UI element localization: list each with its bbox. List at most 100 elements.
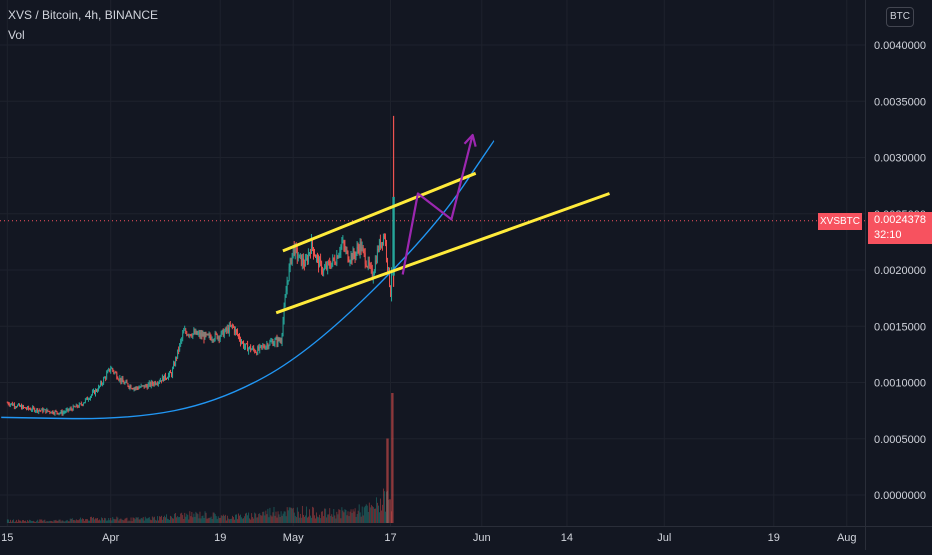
volume-bar [155, 520, 157, 523]
channel-upper-line[interactable] [282, 171, 477, 253]
candle-body [375, 260, 377, 263]
volume-bar [191, 511, 193, 523]
candle-body [252, 347, 254, 350]
candle-body [255, 352, 257, 353]
volume-bar [329, 508, 331, 523]
volume-bar [284, 511, 286, 523]
volume-bar [133, 518, 135, 523]
candle-body [14, 404, 15, 407]
volume-bar [117, 517, 119, 523]
volume-bar [77, 520, 79, 523]
volume-bar [129, 521, 131, 523]
candle-body [40, 410, 42, 412]
candle-body [253, 347, 255, 350]
candle-body [126, 381, 128, 384]
candle-body [302, 258, 304, 265]
candle-body [246, 343, 248, 345]
candle-body [331, 262, 333, 268]
last-price-value: 0.0024378 [874, 214, 926, 226]
candle-body [182, 333, 184, 339]
volume-bar [141, 518, 143, 523]
candle-body [180, 340, 182, 344]
candle-body [108, 368, 110, 371]
candle-body [360, 241, 362, 251]
volume-bar [371, 506, 373, 523]
candle-body [77, 406, 79, 408]
volume-bar [203, 518, 205, 523]
candle-body [355, 252, 357, 258]
volume-bar [357, 510, 359, 523]
volume-bar [262, 511, 264, 523]
candle-body [227, 327, 229, 333]
volume-bar [96, 518, 97, 523]
candle-body [310, 252, 311, 254]
candle-body [243, 342, 244, 348]
volume-bar [188, 519, 190, 523]
candle-body [41, 408, 43, 411]
volume-bar [302, 514, 304, 523]
candle-body [56, 411, 58, 413]
candle-body [101, 382, 103, 384]
candle-body [190, 334, 192, 336]
volume-bar [132, 517, 134, 523]
candle-body [52, 411, 54, 414]
volume-bar [222, 514, 224, 523]
volume-bar [277, 511, 279, 523]
candle-body [267, 344, 269, 348]
volume-bar [226, 515, 228, 523]
candle-body [154, 382, 156, 385]
currency-button[interactable]: BTC [886, 7, 914, 27]
candle-body [261, 345, 263, 347]
volume-bar [308, 516, 309, 523]
candle-body [349, 260, 351, 262]
candle-body [313, 247, 314, 255]
y-tick-label: 0.0010000 [874, 378, 926, 390]
candle-body [142, 385, 144, 387]
candle-body [48, 411, 50, 412]
candle-body [112, 368, 114, 371]
volume-bar [78, 519, 80, 523]
x-tick-label: 15 [1, 532, 13, 544]
volume-bar [81, 518, 83, 523]
candle-body [25, 407, 26, 409]
candle-body [366, 266, 368, 268]
x-tick-label: Jun [473, 532, 491, 544]
candle-body [315, 255, 316, 258]
symbol-price-tag: XVSBTC [818, 213, 862, 230]
projection-path[interactable] [401, 134, 474, 275]
candle-body [268, 345, 270, 348]
volume-bar [16, 519, 17, 523]
volume-bar [69, 518, 71, 523]
channel-lower-line[interactable] [275, 192, 611, 315]
candle-body [116, 372, 118, 379]
volume-bar [181, 512, 183, 523]
volume-bar [239, 515, 240, 523]
volume-bar [364, 505, 366, 523]
candle-body [168, 374, 169, 379]
candle-body [37, 408, 39, 412]
candle-body [221, 329, 223, 332]
candle-body [46, 409, 48, 413]
candle-body [96, 389, 97, 392]
volume-bar [266, 514, 268, 523]
candle-body [306, 258, 307, 260]
candle-body [194, 331, 196, 334]
candle-body [378, 248, 379, 251]
parabolic-curve[interactable] [1, 140, 495, 420]
volume-bar [369, 507, 371, 523]
volume-bar [87, 519, 88, 523]
candle-body [343, 241, 345, 246]
candle-body [275, 338, 277, 340]
candle-body [347, 251, 349, 262]
candle-body [352, 250, 354, 261]
candle-body [114, 372, 116, 374]
candle-body [150, 381, 152, 386]
volume-bar [192, 517, 194, 523]
volume-bar [301, 505, 303, 523]
volume-bar [138, 519, 140, 523]
volume-bar [285, 516, 287, 523]
candle-body [38, 410, 40, 412]
volume-bar [354, 508, 356, 523]
